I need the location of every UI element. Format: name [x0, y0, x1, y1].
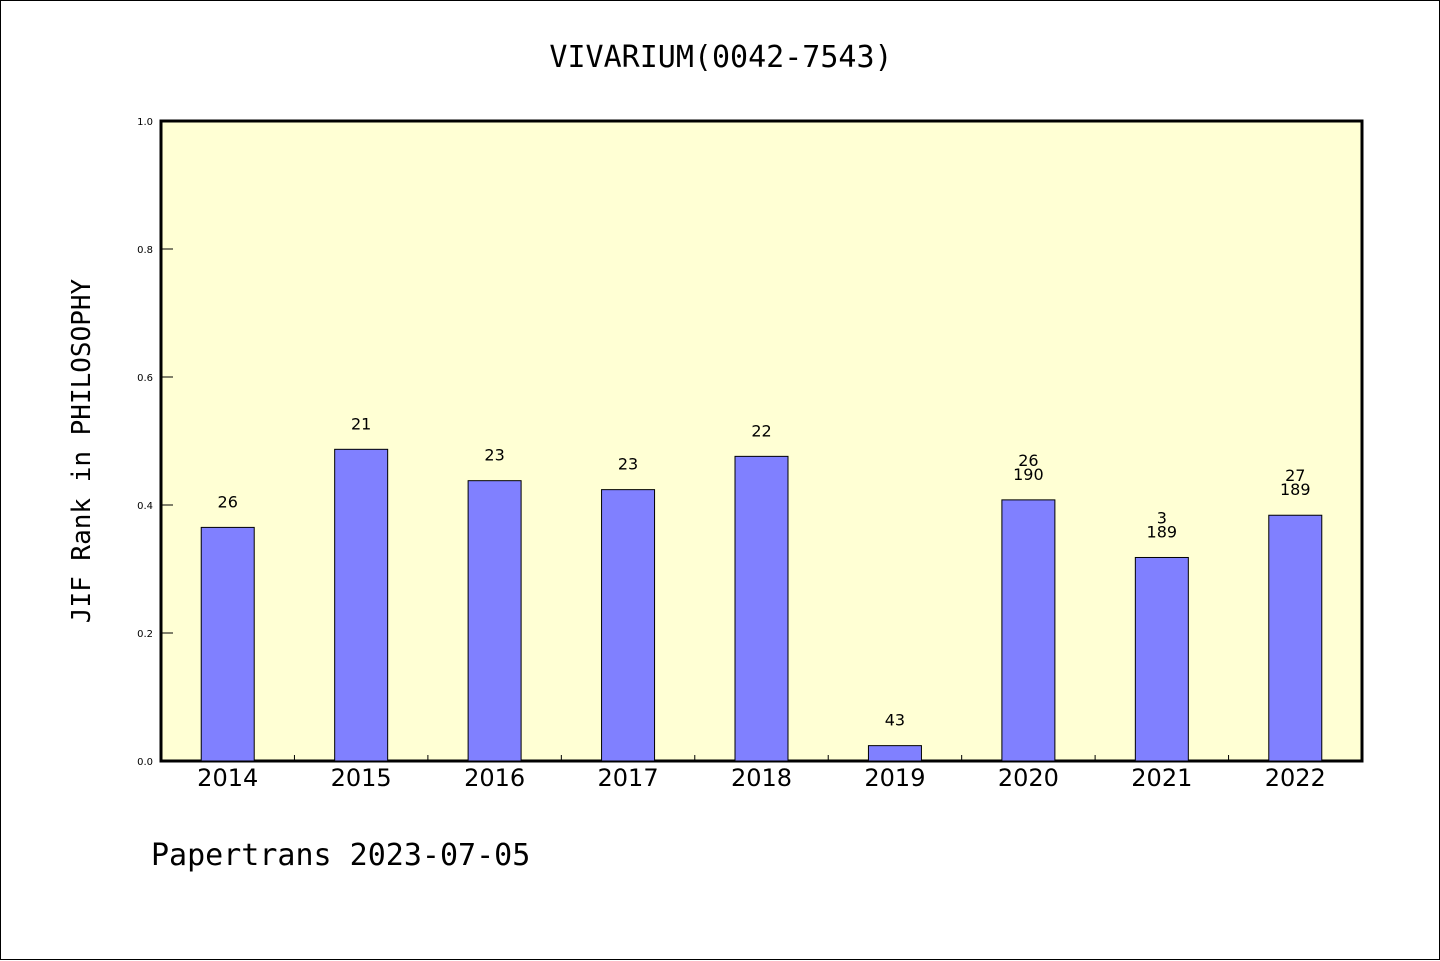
- bar-data-label: 189: [1280, 480, 1311, 499]
- bar: [200, 526, 255, 762]
- x-axis: 2014 2015 2016 2017 2018 2019 2020 2021 2022: [197, 755, 1326, 792]
- x-tick-label: 2015: [331, 764, 392, 792]
- x-tick-label: 2016: [464, 764, 525, 792]
- y-tick-label: 0.0: [137, 757, 153, 768]
- bar-data-label: 23: [484, 446, 504, 465]
- bar-data-label: 26: [1018, 451, 1038, 470]
- bar: [1268, 514, 1323, 762]
- x-tick-label: 2022: [1265, 764, 1326, 792]
- y-axis: 0.0 0.2 0.4 0.6 0.8 1.0: [137, 117, 173, 768]
- bar-data-label: 27: [1285, 466, 1305, 485]
- y-axis-label: JIF Rank in PHILOSOPHY: [67, 278, 97, 623]
- bar: [334, 448, 389, 762]
- x-tick-label: 2017: [598, 764, 659, 792]
- bar: [734, 455, 789, 762]
- bar: [867, 745, 922, 762]
- bar: [467, 480, 522, 762]
- y-tick-label: 0.4: [137, 501, 153, 512]
- x-tick-label: 2014: [197, 764, 258, 792]
- chart-title: VIVARIUM(0042-7543): [549, 40, 892, 75]
- x-tick-label: 2020: [998, 764, 1059, 792]
- bar-data-label: 26: [218, 492, 238, 511]
- bar-data-label: 189: [1147, 522, 1178, 541]
- y-tick-label: 0.6: [137, 373, 153, 384]
- x-tick-label: 2018: [731, 764, 792, 792]
- bar-data-label: 43: [885, 711, 905, 730]
- bar-data-label: 23: [618, 455, 638, 474]
- y-tick-label: 0.2: [137, 629, 153, 640]
- bar: [601, 489, 656, 762]
- y-tick-label: 0.8: [137, 245, 153, 256]
- y-tick-label: 1.0: [137, 117, 153, 128]
- bar-series: [200, 448, 1323, 762]
- bar-data-label: 22: [751, 421, 771, 440]
- x-tick-label: 2019: [864, 764, 925, 792]
- x-tick-label: 2021: [1131, 764, 1192, 792]
- bar-data-label: 3: [1157, 508, 1167, 527]
- bar: [1001, 499, 1056, 762]
- bar: [1134, 556, 1189, 762]
- bar-data-label: 21: [351, 414, 371, 433]
- footer-credit: Papertrans 2023-07-05: [151, 838, 530, 873]
- bar-data-label: 190: [1013, 465, 1044, 484]
